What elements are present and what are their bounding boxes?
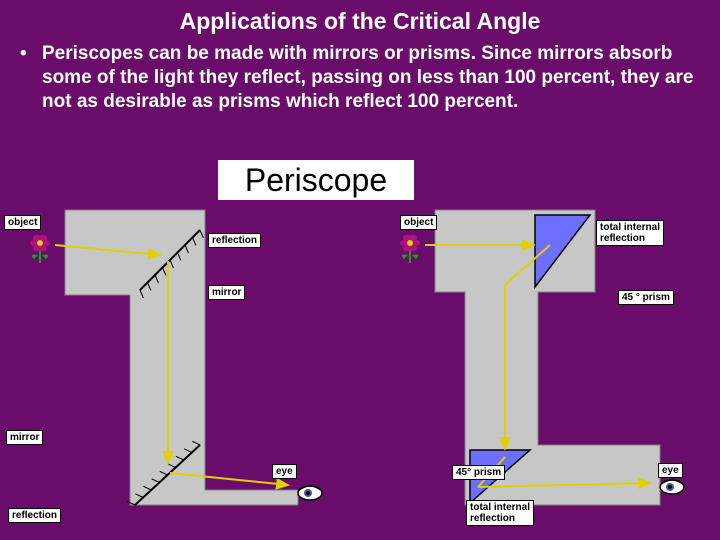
label-reflection-bottom: reflection xyxy=(8,508,61,523)
diagram-mirror-periscope xyxy=(0,205,360,540)
bullet-1: • Periscopes can be made with mirrors or… xyxy=(20,42,700,114)
label-tir-bottom: total internal reflection xyxy=(466,500,534,526)
bullet-text: Periscopes can be made with mirrors or p… xyxy=(42,42,700,114)
label-eye-left: eye xyxy=(272,464,297,479)
label-mirror-bottom: mirror xyxy=(6,430,43,445)
label-reflection-top: reflection xyxy=(208,233,261,248)
slide-root: Applications of the Critical Angle • Per… xyxy=(0,0,720,540)
diagram-prism-periscope xyxy=(360,205,720,540)
label-prism-bottom: 45° prism xyxy=(452,465,505,480)
label-eye-right: eye xyxy=(658,463,683,478)
label-object-left: object xyxy=(4,215,41,230)
periscope-subheading: Periscope xyxy=(218,160,414,200)
bullet-marker: • xyxy=(20,42,27,66)
slide-title: Applications of the Critical Angle xyxy=(0,8,720,35)
label-mirror-top: mirror xyxy=(208,285,245,300)
label-prism-top: 45 ° prism xyxy=(618,290,674,305)
label-object-right: object xyxy=(400,215,437,230)
label-tir-top: total internal reflection xyxy=(596,220,664,246)
